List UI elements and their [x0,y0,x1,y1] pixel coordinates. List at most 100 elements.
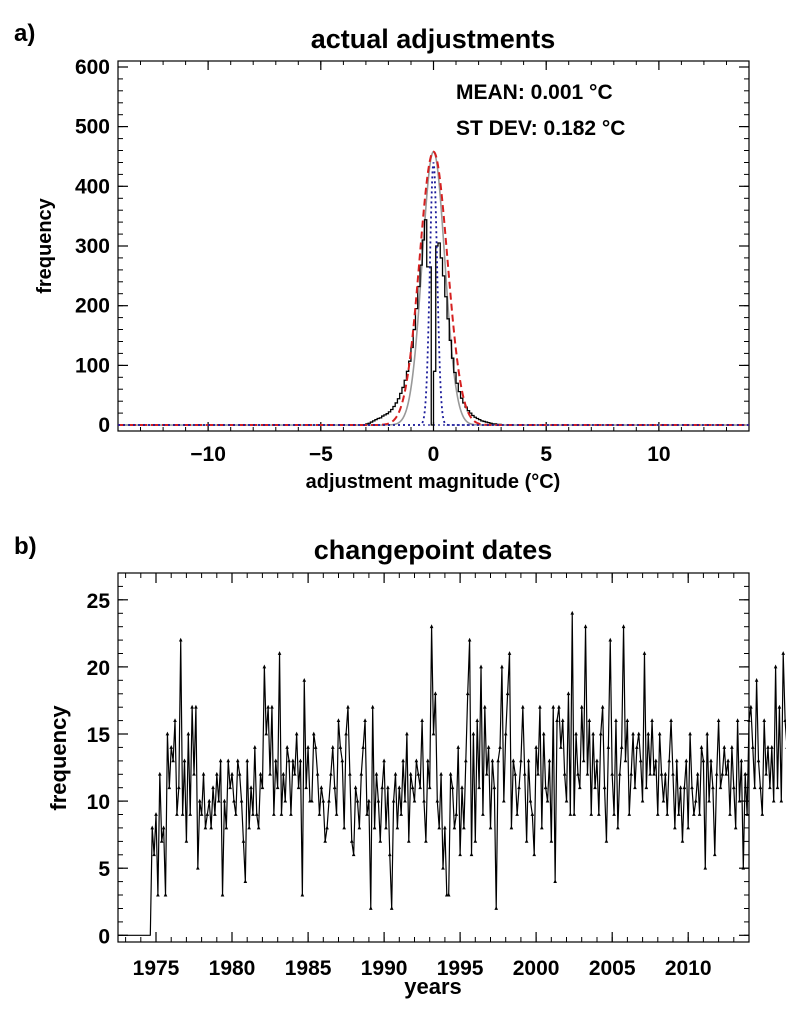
y-tick-label: 10 [87,791,110,814]
data-point [351,852,356,857]
histogram-bin [440,258,442,425]
data-point [395,825,400,830]
data-point [365,812,369,816]
data-point [486,745,491,749]
data-point [540,825,544,830]
data-point [579,704,584,709]
data-point [549,838,554,843]
data-point [249,785,253,790]
data-point [367,798,371,803]
y-tick-label: 300 [75,235,110,258]
histogram-bin [422,240,424,425]
data-point [173,718,177,722]
x-tick-label: 2000 [513,957,560,980]
data-point [289,812,293,816]
data-point [532,852,537,857]
histogram-bin [438,243,440,425]
data-point [197,798,202,803]
data-point [431,731,436,736]
data-point [587,718,592,722]
data-point [306,745,310,749]
data-point [253,745,257,749]
data-point [338,745,343,749]
data-point [247,825,251,830]
annotation-mean: MEAN: 0.001 °C [456,81,613,104]
data-point [194,704,198,709]
data-point [490,758,495,763]
data-point [505,691,510,696]
data-point [616,825,620,830]
y-tick-label: 5 [98,858,110,881]
data-point [215,771,219,776]
data-point [572,812,576,816]
chart-title-a: actual adjustments [311,24,556,54]
data-point [315,771,320,776]
data-point [555,718,559,722]
data-point [321,798,326,803]
data-point [464,758,468,763]
data-point [648,771,652,776]
data-point [329,771,333,776]
data-point [165,731,170,736]
data-point [597,812,601,816]
data-point [292,771,297,776]
data-point [224,825,229,830]
data-point [507,651,512,655]
data-point [693,798,698,803]
data-point [711,785,715,790]
data-point [317,812,322,816]
data-point [361,745,365,749]
data-point [606,745,611,749]
data-point [551,704,556,709]
data-point [686,825,690,830]
data-point [657,731,662,736]
data-point [262,664,267,669]
data-point [446,892,451,897]
data-point [707,798,711,803]
data-point [359,771,364,776]
data-point [213,812,217,816]
data-point [697,812,702,816]
data-point [171,758,175,763]
data-point [277,651,282,655]
data-point [291,758,295,763]
data-point [764,771,768,776]
data-point [268,771,272,776]
data-point [230,771,234,776]
data-point [408,771,413,776]
data-point [663,771,668,776]
annotation-stdev: ST DEV: 0.182 °C [456,117,625,140]
data-point [460,785,464,790]
data-point [473,838,478,843]
y-axis-label-a: frequency [34,197,56,293]
data-point [783,718,786,722]
data-point [766,745,770,749]
y-tick-label: 500 [75,116,110,139]
data-point [557,704,561,709]
data-point [450,785,455,790]
data-point [374,771,379,776]
data-point [433,691,438,696]
data-point [564,798,569,803]
data-point [500,664,504,669]
data-point [576,771,580,776]
data-point [237,771,242,776]
data-point [158,771,162,776]
data-point [627,812,632,816]
tick-labels-b: 1975 1980 1985 1990 1995 2000 2005 2010 0 5 10 15 20… [87,590,712,980]
data-point [471,731,476,736]
data-point [220,892,225,897]
data-point [716,718,721,722]
histogram-steps [365,219,502,426]
data-point [443,825,447,830]
data-point [481,812,485,816]
data-point [682,785,687,790]
data-point [279,812,284,816]
data-point [302,677,307,682]
data-point [737,798,742,803]
data-point [614,718,618,722]
data-point [363,718,367,722]
data-point [705,731,709,736]
data-point [743,771,747,776]
